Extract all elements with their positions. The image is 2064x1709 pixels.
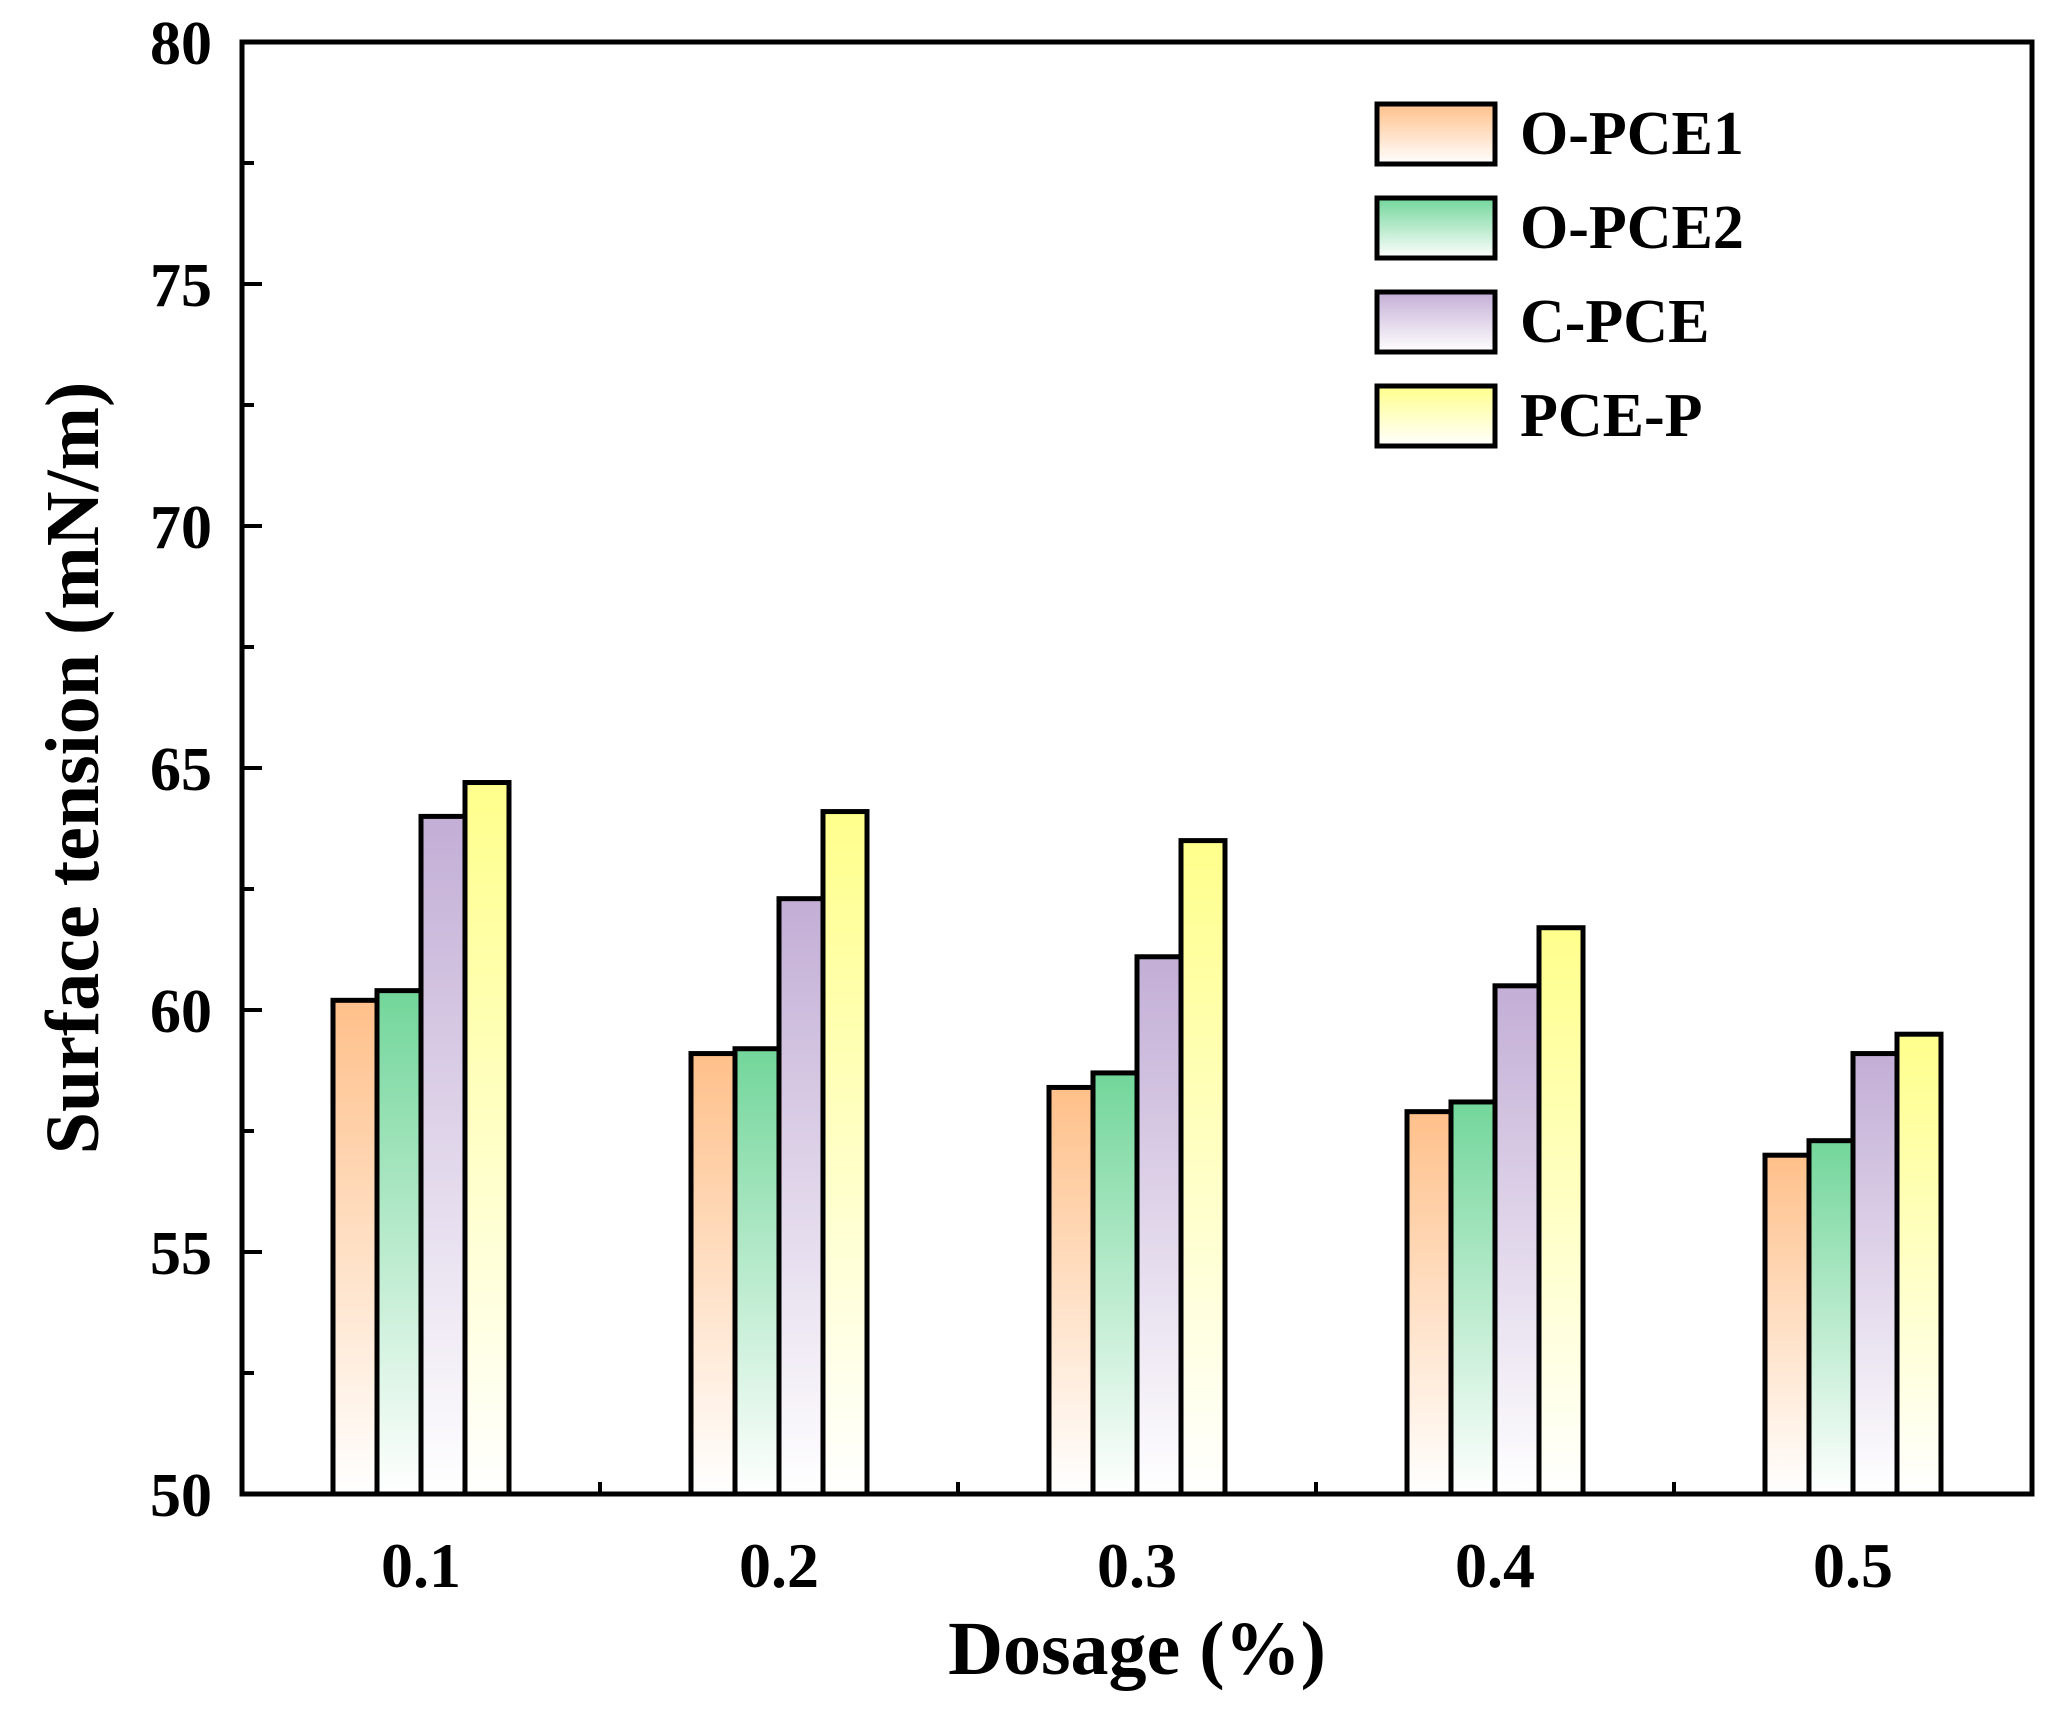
y-tick-label: 50 xyxy=(150,1462,212,1530)
y-tick-label: 70 xyxy=(150,494,212,562)
bar-o-pce2-0.4 xyxy=(1448,1099,1498,1497)
legend-label: C-PCE xyxy=(1520,288,1709,356)
y-tick-label: 75 xyxy=(150,252,212,320)
bar-o-pce2-0.5 xyxy=(1806,1138,1856,1497)
bar-pce-p-0.1 xyxy=(462,780,512,1497)
legend-swatch xyxy=(1374,383,1498,449)
bar-o-pce1-0.2 xyxy=(688,1051,738,1497)
y-axis-label: Surface tension (mN/m) xyxy=(31,382,115,1155)
bar-c-pce-0.3 xyxy=(1134,954,1184,1497)
bar-o-pce1-0.5 xyxy=(1762,1152,1812,1497)
bar-o-pce2-0.1 xyxy=(374,988,424,1497)
x-axis-label: Dosage (%) xyxy=(948,1607,1326,1691)
bars-layer xyxy=(330,780,1944,1497)
y-tick-label: 60 xyxy=(150,978,212,1046)
bar-pce-p-0.4 xyxy=(1536,925,1586,1497)
bar-c-pce-0.1 xyxy=(418,813,468,1497)
x-tick-label: 0.3 xyxy=(1097,1530,1177,1601)
bar-pce-p-0.2 xyxy=(820,809,870,1497)
legend-swatch xyxy=(1374,101,1498,167)
bar-o-pce2-0.2 xyxy=(732,1046,782,1497)
legend-label: O-PCE2 xyxy=(1520,194,1744,262)
y-tick-labels: 50 55 60 65 70 75 80 xyxy=(150,10,212,1530)
legend-item-o-pce1: O-PCE1 xyxy=(1374,100,1744,168)
y-tick-label: 55 xyxy=(150,1220,212,1288)
x-tick-label: 0.2 xyxy=(739,1530,819,1601)
bar-o-pce1-0.1 xyxy=(330,997,380,1497)
x-tick-label: 0.5 xyxy=(1813,1530,1893,1601)
legend-swatch xyxy=(1374,195,1498,261)
bar-pce-p-0.5 xyxy=(1894,1031,1944,1497)
x-tick-label: 0.4 xyxy=(1455,1530,1535,1601)
legend-label: PCE-P xyxy=(1520,382,1703,450)
bar-o-pce2-0.3 xyxy=(1090,1070,1140,1497)
bar-c-pce-0.2 xyxy=(776,896,826,1497)
legend-item-c-pce: C-PCE xyxy=(1374,288,1709,356)
bar-c-pce-0.4 xyxy=(1492,983,1542,1497)
x-tick-labels: 0.1 0.2 0.3 0.4 0.5 xyxy=(381,1530,1893,1601)
ticks-layer xyxy=(242,40,1676,1496)
bar-pce-p-0.3 xyxy=(1178,838,1228,1497)
legend-item-pce-p: PCE-P xyxy=(1374,382,1703,450)
legend-swatch xyxy=(1374,289,1498,355)
x-tick-label: 0.1 xyxy=(381,1530,461,1601)
bar-o-pce1-0.4 xyxy=(1404,1109,1454,1497)
bar-o-pce1-0.3 xyxy=(1046,1084,1096,1497)
y-tick-label: 80 xyxy=(150,10,212,78)
legend-label: O-PCE1 xyxy=(1520,100,1744,168)
legend: O-PCE1 O-PCE2 C-PCE PCE-P xyxy=(1374,100,1744,450)
y-tick-label: 65 xyxy=(150,736,212,804)
legend-item-o-pce2: O-PCE2 xyxy=(1374,194,1744,262)
bar-c-pce-0.5 xyxy=(1850,1051,1900,1497)
